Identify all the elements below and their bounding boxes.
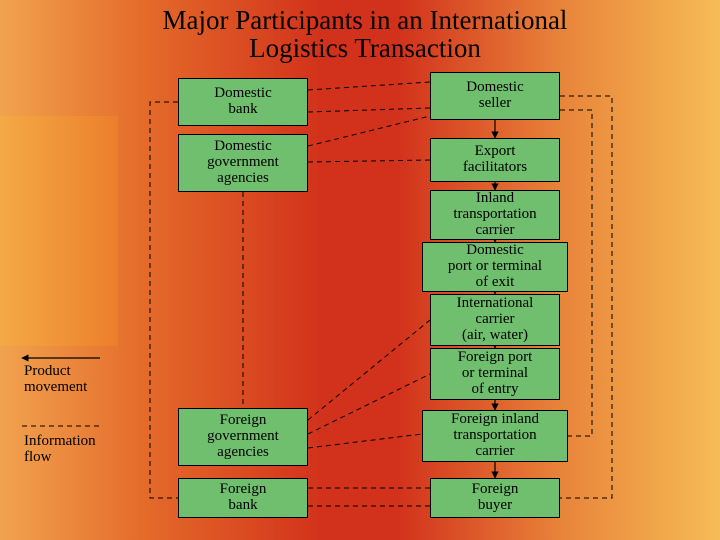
- node-domestic-bank: Domestic bank: [178, 78, 308, 126]
- node-foreign-buyer: Foreign buyer: [430, 478, 560, 518]
- legend-info-label: Information flow: [24, 434, 96, 466]
- node-inland-carrier: Inland transportation carrier: [430, 190, 560, 240]
- diagram-stage: Major Participants in an International L…: [0, 0, 720, 540]
- node-foreign-bank: Foreign bank: [178, 478, 308, 518]
- background-texture: [0, 116, 118, 346]
- node-foreign-port: Foreign port or terminal of entry: [430, 348, 560, 400]
- background: [0, 0, 720, 540]
- node-domestic-port: Domestic port or terminal of exit: [422, 242, 568, 292]
- node-foreign-gov: Foreign government agencies: [178, 408, 308, 466]
- node-foreign-inland: Foreign inland transportation carrier: [422, 410, 568, 462]
- node-domestic-seller: Domestic seller: [430, 72, 560, 120]
- node-domestic-gov: Domestic government agencies: [178, 134, 308, 192]
- node-export-fac: Export facilitators: [430, 138, 560, 182]
- page-title: Major Participants in an International L…: [85, 6, 645, 63]
- node-intl-carrier: International carrier (air, water): [430, 294, 560, 346]
- legend-product-label: Product movement: [24, 364, 87, 396]
